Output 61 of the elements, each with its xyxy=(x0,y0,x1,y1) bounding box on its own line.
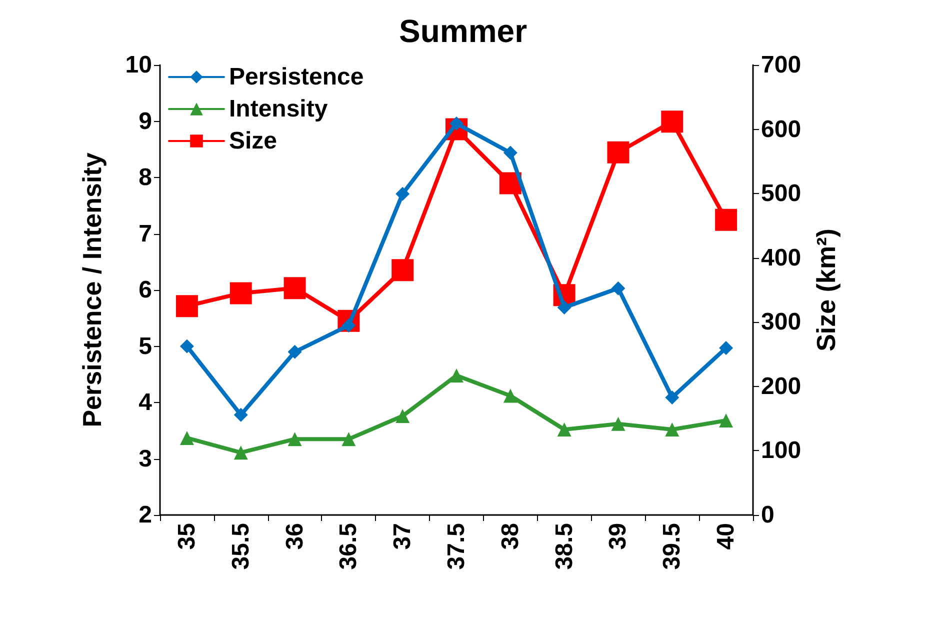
point xyxy=(503,146,518,160)
point xyxy=(234,446,248,460)
x-tick-label: 38 xyxy=(496,523,524,550)
point xyxy=(719,414,734,428)
point xyxy=(180,339,194,354)
point xyxy=(611,281,626,296)
y2-tick-label: 600 xyxy=(761,116,802,143)
point xyxy=(288,432,302,446)
y2-tick-label: 700 xyxy=(761,52,802,78)
legend-label: Persistence xyxy=(229,64,364,90)
y2-tick-label: 500 xyxy=(761,180,802,208)
chart-title: Summer xyxy=(398,13,528,49)
x-tick-label: 35 xyxy=(173,523,200,550)
point xyxy=(396,186,410,201)
x-tick-label: 39 xyxy=(604,523,632,550)
point xyxy=(715,208,738,231)
y-tick-label: 4 xyxy=(138,389,153,416)
point xyxy=(396,409,410,423)
y-tick-label: 7 xyxy=(138,220,152,248)
point xyxy=(557,300,572,314)
y-tick-label: 10 xyxy=(125,52,152,78)
y-tick-label: 5 xyxy=(138,332,152,360)
x-tick-label: 37.5 xyxy=(443,523,470,570)
point xyxy=(607,141,630,164)
x-tick-label: 39.5 xyxy=(658,523,686,570)
y2-tick-label: 300 xyxy=(761,308,802,336)
point xyxy=(503,388,518,403)
point xyxy=(611,416,626,431)
y2-tick-label: 0 xyxy=(761,502,774,528)
y2-axis-title: Size (km²) xyxy=(811,228,841,352)
point xyxy=(288,344,302,359)
x-tick-label: 36 xyxy=(281,523,308,550)
point xyxy=(342,432,356,446)
point xyxy=(557,422,572,436)
point xyxy=(450,368,464,382)
point xyxy=(392,259,414,282)
x-tick-label: 37 xyxy=(389,523,416,550)
y-axis-title: Persistence / Intensity xyxy=(77,152,107,428)
y-tick-label: 9 xyxy=(138,108,152,135)
point xyxy=(665,390,680,404)
point xyxy=(661,110,684,133)
point xyxy=(719,340,734,355)
x-tick-label: 36.5 xyxy=(335,523,362,570)
x-tick-label: 35.5 xyxy=(227,523,254,570)
y-tick-label: 2 xyxy=(138,502,152,528)
y-tick-label: 6 xyxy=(138,276,152,304)
y-tick-label: 8 xyxy=(138,164,152,191)
legend-label: Intensity xyxy=(229,96,328,122)
y2-tick-label: 200 xyxy=(761,372,802,400)
point xyxy=(176,295,198,318)
x-tick-label: 40 xyxy=(712,523,740,550)
point xyxy=(284,277,306,300)
x-tick-label: 38.5 xyxy=(550,523,578,570)
point xyxy=(230,282,252,304)
point xyxy=(180,430,194,445)
y-tick-label: 3 xyxy=(138,445,152,472)
y2-tick-label: 100 xyxy=(761,437,802,464)
y2-tick-label: 400 xyxy=(761,244,802,272)
point xyxy=(665,422,680,436)
point xyxy=(234,408,248,422)
legend-label: Size xyxy=(229,128,278,154)
